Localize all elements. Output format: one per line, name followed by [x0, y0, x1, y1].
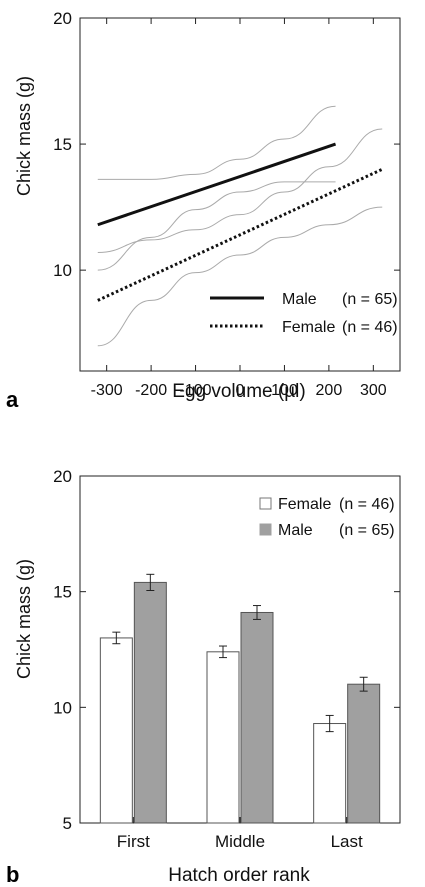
legend-swatch-male: [259, 523, 272, 536]
male-regression-line: [97, 142, 337, 227]
legend-n-female: (n = 46): [342, 319, 398, 336]
bar-female-last: [313, 723, 347, 824]
y-tick-label: 15: [53, 135, 72, 154]
female-regression-line: [97, 167, 383, 302]
legend-n-male: (n = 65): [339, 522, 395, 539]
legend-label-male: Male: [282, 291, 317, 308]
bar-male-last: [347, 683, 381, 824]
legend-label-male: Male: [278, 522, 313, 539]
y-tick-label: 5: [63, 814, 72, 833]
x-tick-label: -100: [180, 382, 212, 399]
panel-a-y-axis-label: Chick mass (g): [14, 76, 34, 196]
y-tick-label: 20: [53, 9, 72, 28]
panel-b-x-axis-label: Hatch order rank: [168, 865, 310, 886]
female-ci-upper: [97, 128, 383, 253]
panel-a-confidence-bands: [97, 105, 383, 347]
male-ci-lower: [97, 181, 336, 271]
legend-label-female: Female: [278, 496, 331, 513]
bar-male-middle: [240, 611, 274, 824]
panel-b-y-axis-label: Chick mass (g): [14, 559, 34, 679]
x-tick-label: -200: [135, 382, 167, 399]
y-tick-label: 10: [53, 698, 72, 717]
panel-a-label: a: [6, 387, 19, 412]
x-tick-label: Last: [331, 832, 363, 851]
bar-female-first: [99, 637, 133, 824]
x-tick-label: First: [117, 832, 150, 851]
legend-label-female: Female: [282, 319, 335, 336]
y-tick-label: 10: [53, 261, 72, 280]
legend-swatch-female: [259, 497, 272, 510]
bar-male-first: [133, 581, 167, 824]
bar-female-middle: [206, 651, 240, 824]
x-tick-label: 100: [271, 382, 298, 399]
x-tick-label: 200: [316, 382, 343, 399]
male-ci-upper: [97, 105, 336, 180]
y-tick-label: 20: [53, 467, 72, 486]
panel-a-ticks: 10 15 20 -300 -200 -100 0 100 200 300: [53, 9, 400, 399]
y-tick-label: 15: [53, 583, 72, 602]
panel-a-legend: Male (n = 65) Female (n = 46): [210, 291, 398, 336]
x-tick-label: 300: [360, 382, 387, 399]
panel-a-x-axis-label: Egg volume (µl): [172, 381, 305, 402]
x-tick-label: -300: [91, 382, 123, 399]
female-ci-lower: [97, 206, 383, 347]
panel-b-bars: [99, 573, 381, 824]
panel-b-label: b: [6, 862, 19, 887]
panel-b-bar-chart: 5 10 15 20 First Middle Last Female (n = 46) Mal…: [6, 467, 401, 887]
panel-a-line-chart: 10 15 20 -300 -200 -100 0 100 200 300 Male (n = 65…: [6, 9, 401, 412]
x-tick-label: 0: [236, 382, 245, 399]
panel-b-legend: Female (n = 46) Male (n = 65): [259, 496, 395, 539]
x-tick-label: Middle: [215, 832, 265, 851]
legend-n-male: (n = 65): [342, 291, 398, 308]
panel-a-regression-lines: [97, 142, 383, 302]
panel-b-ticks: 5 10 15 20 First Middle Last: [53, 467, 400, 851]
legend-n-female: (n = 46): [339, 496, 395, 513]
